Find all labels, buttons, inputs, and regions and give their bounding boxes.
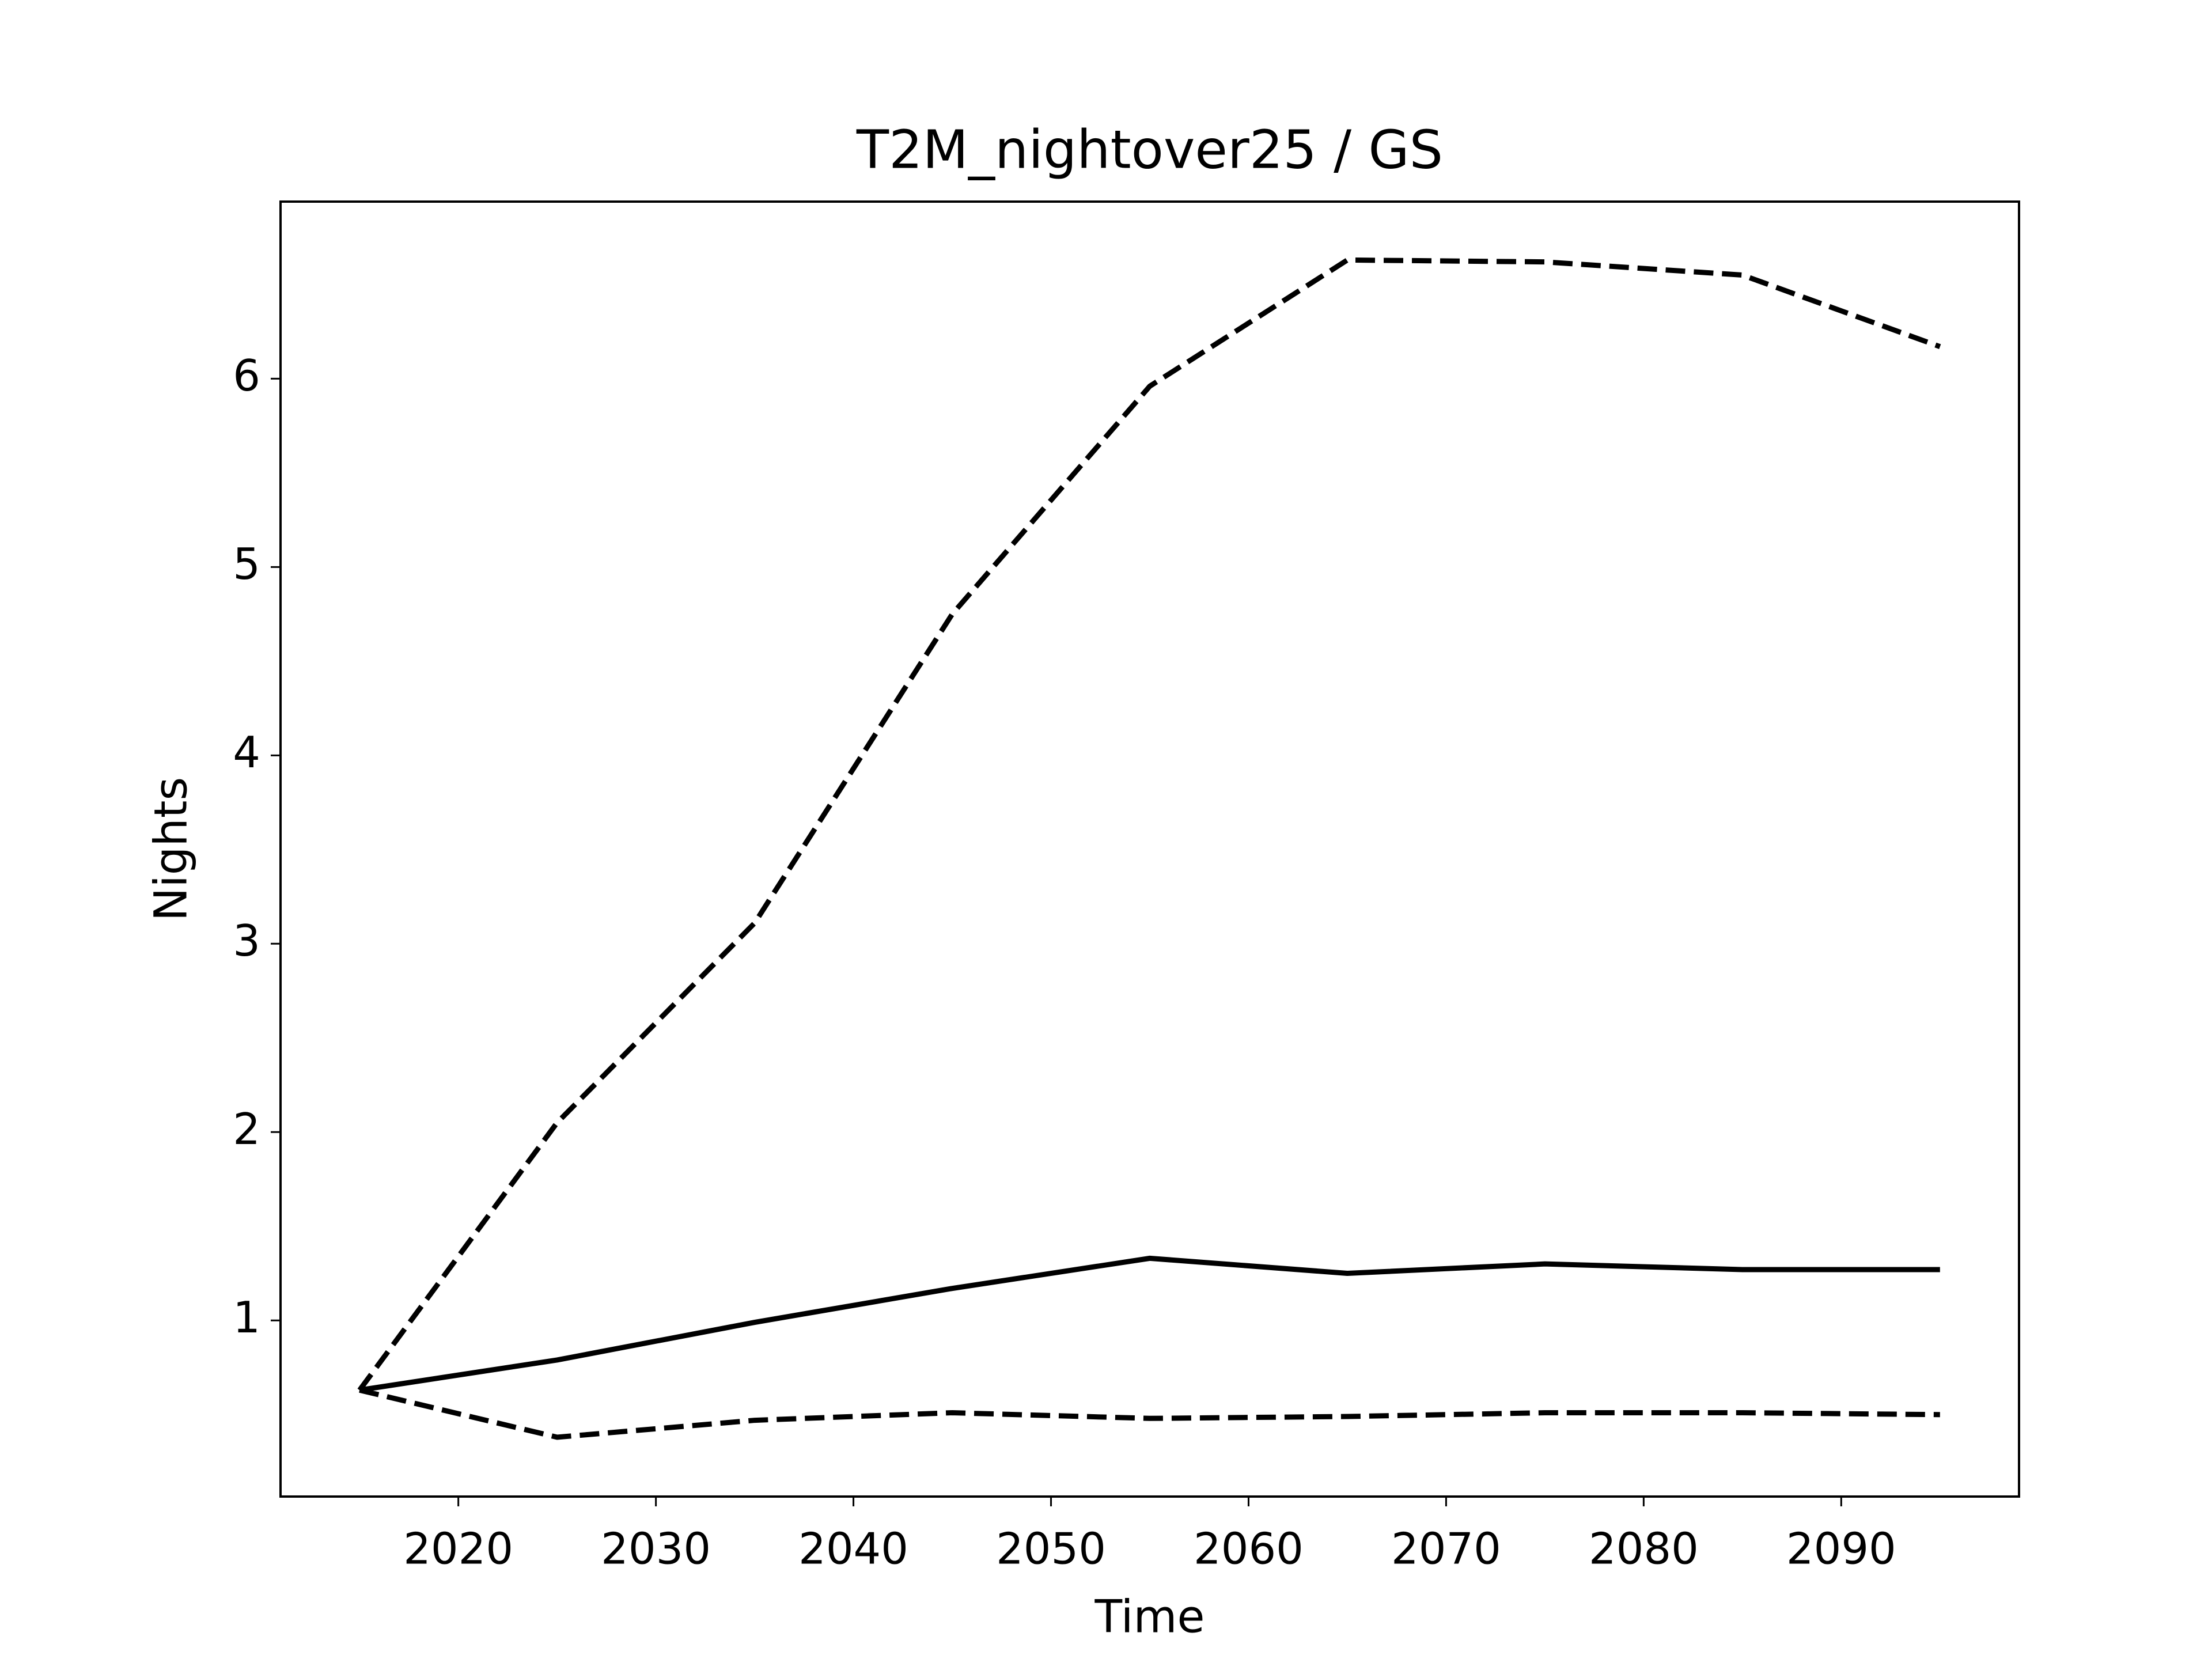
x-tick-label: 2060 — [1194, 1524, 1304, 1574]
y-tick-label: 1 — [233, 1292, 260, 1343]
series-line — [357, 257, 1941, 1392]
x-tick-label: 2020 — [403, 1524, 513, 1574]
x-tick-label: 2030 — [601, 1524, 711, 1574]
x-tick-label: 2070 — [1391, 1524, 1501, 1574]
chart-title: T2M_nightover25 / GS — [856, 119, 1443, 180]
y-tick-label: 3 — [233, 915, 260, 966]
x-tick-label: 2090 — [1786, 1524, 1896, 1574]
plot-frame — [279, 200, 2020, 1498]
x-axis-label: Time — [1094, 1591, 1205, 1643]
x-tick-label: 2040 — [798, 1524, 908, 1574]
series-line — [359, 1387, 1940, 1440]
y-tick-label: 6 — [233, 350, 260, 401]
y-tick-label: 4 — [233, 727, 260, 778]
x-tick-label: 2080 — [1589, 1524, 1699, 1574]
series-line — [359, 1255, 1940, 1393]
y-tick-label: 2 — [233, 1104, 260, 1154]
y-tick-label: 5 — [233, 539, 260, 589]
y-axis-label: Nights — [145, 777, 197, 921]
x-tick-label: 2050 — [996, 1524, 1106, 1574]
